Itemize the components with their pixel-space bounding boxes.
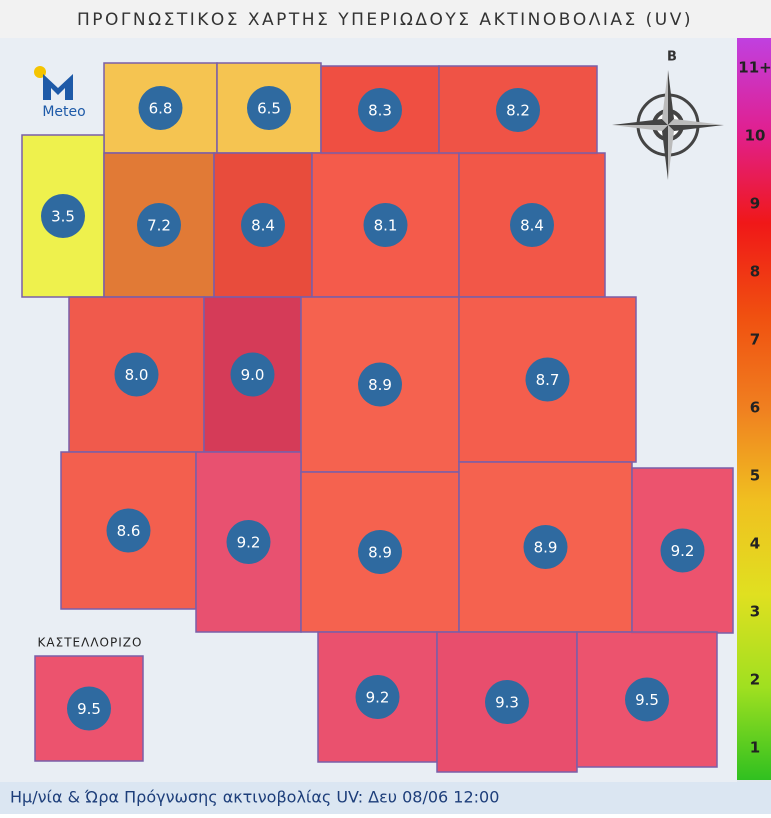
tiles: 6.8 6.5 8.3 8.2 3.5 7.2 8.4 8.1 8.4 8.0 9.0 8.9 8.7 8… (21, 62, 734, 773)
scale-label: 6 (750, 399, 760, 417)
inset-label: ΚΑΣΤΕΛΛΟΡΙΖΟ (38, 636, 143, 650)
uv-value: 8.4 (251, 217, 275, 235)
uv-value: 9.5 (77, 700, 101, 718)
title: ΠΡΟΓΝΩΣΤΙΚΟΣ ΧΑΡΤΗΣ ΥΠΕΡΙΩΔΟΥΣ ΑΚΤΙΝΟΒΟΛ… (77, 10, 693, 30)
uv-value: 9.5 (635, 691, 659, 709)
uv-value: 8.9 (534, 539, 558, 557)
value-badge (363, 203, 408, 247)
value-badge (358, 530, 402, 574)
logo-mark (43, 74, 73, 100)
uv-value: 9.0 (241, 366, 265, 384)
scale-label: 3 (750, 603, 760, 621)
logo-text: Meteo (42, 104, 85, 120)
scale-label: 11+ (738, 59, 771, 77)
uv-value: 9.2 (671, 542, 695, 560)
value-badge (485, 680, 529, 724)
value-badge (41, 194, 85, 238)
value-badge (358, 88, 402, 132)
uv-value: 8.6 (117, 522, 141, 540)
value-badge (241, 203, 285, 247)
value-badge (496, 88, 540, 132)
uv-value: 3.5 (51, 208, 75, 226)
uv-value: 7.2 (147, 217, 171, 235)
value-badge (660, 528, 705, 573)
scale-label: 4 (750, 535, 760, 553)
uv-scale: 11+ 10 9 8 7 6 5 4 3 2 1 (737, 38, 771, 780)
uv-value: 8.9 (368, 376, 392, 394)
uv-value: 8.1 (374, 217, 398, 235)
scale-label: 8 (750, 263, 760, 281)
scale-bar (737, 38, 771, 780)
uv-value: 8.3 (368, 102, 392, 120)
uv-value: 8.0 (125, 366, 149, 384)
uv-value: 9.2 (237, 534, 261, 552)
value-badge (625, 677, 669, 722)
scale-label: 10 (745, 127, 766, 145)
value-badge (106, 508, 151, 553)
uv-value: 6.5 (257, 100, 281, 118)
footer-bar (0, 782, 771, 814)
value-badge (247, 86, 291, 130)
value-badge (67, 686, 111, 731)
scale-label: 9 (750, 195, 760, 213)
scale-label: 2 (750, 671, 760, 689)
uv-value: 9.2 (366, 689, 390, 707)
value-badge (523, 525, 568, 569)
value-badge (138, 86, 183, 130)
value-badge (230, 352, 275, 397)
value-badge (358, 362, 402, 407)
uv-value: 8.7 (536, 371, 560, 389)
value-badge (137, 203, 181, 247)
title-bar (0, 0, 771, 38)
compass (612, 70, 724, 180)
uv-value: 6.8 (149, 100, 173, 118)
scale-label: 7 (750, 331, 760, 349)
uv-value: 8.2 (506, 102, 530, 120)
scale-label: 5 (750, 467, 760, 485)
value-badge (114, 352, 159, 397)
scale-label: 1 (750, 739, 760, 757)
footer-text: Ημ/νία & Ώρα Πρόγνωσης ακτινοβολίας UV: … (10, 788, 499, 807)
compass-north: B (667, 50, 677, 65)
value-badge (510, 203, 554, 247)
uv-value: 8.4 (520, 217, 544, 235)
region-tile (21, 134, 105, 298)
value-badge (525, 357, 570, 402)
uv-value: 8.9 (368, 544, 392, 562)
uv-value: 9.3 (495, 694, 519, 712)
value-badge (226, 520, 271, 564)
value-badge (355, 675, 400, 719)
